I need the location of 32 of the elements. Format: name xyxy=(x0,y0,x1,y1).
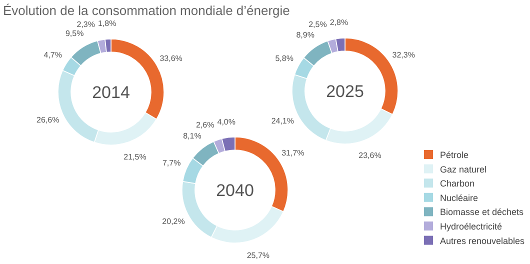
data-label: 2,5% xyxy=(308,20,327,30)
data-label: 25,7% xyxy=(246,250,270,260)
text: 2014 xyxy=(92,82,130,102)
legend-label: Hydroélectricité xyxy=(440,222,502,232)
legend-label: Charbon xyxy=(440,178,475,189)
data-label: 31,7% xyxy=(282,148,304,158)
data-label: 2,8% xyxy=(330,18,348,28)
data-label: 8,1% xyxy=(183,132,202,141)
data-label: 1,8% xyxy=(98,18,116,28)
data-label: 5,8% xyxy=(275,54,294,63)
data-label: 4,0% xyxy=(217,117,236,126)
data-label: 2,6% xyxy=(196,120,214,130)
text: 2040 xyxy=(216,180,254,200)
data-label: 7,7% xyxy=(162,158,181,168)
data-label: 8,9% xyxy=(296,30,314,40)
data-label: 32,3% xyxy=(392,50,415,60)
data-label: 21,5% xyxy=(124,152,146,162)
legend-label: Gaz naturel xyxy=(440,164,487,174)
data-label: 24,1% xyxy=(271,116,294,126)
data-label: 20,2% xyxy=(162,217,185,226)
data-label: 23,6% xyxy=(358,151,382,160)
data-label: 26,6% xyxy=(36,116,60,125)
data-label: 2,3% xyxy=(76,20,95,29)
data-label: 4,7% xyxy=(44,50,62,60)
legend-label: Pétrole xyxy=(440,150,469,160)
data-label: 9,5% xyxy=(65,29,84,38)
legend-label: Autres renouvelables xyxy=(440,236,526,246)
legend-label: Nucléaire xyxy=(440,192,478,203)
chart-title: Évolution de la consommation mondiale d’énergie xyxy=(3,3,290,18)
legend-label: Biomasse et déchets xyxy=(440,207,524,218)
text: 2025 xyxy=(326,82,364,101)
data-label: 33,6% xyxy=(160,54,182,63)
